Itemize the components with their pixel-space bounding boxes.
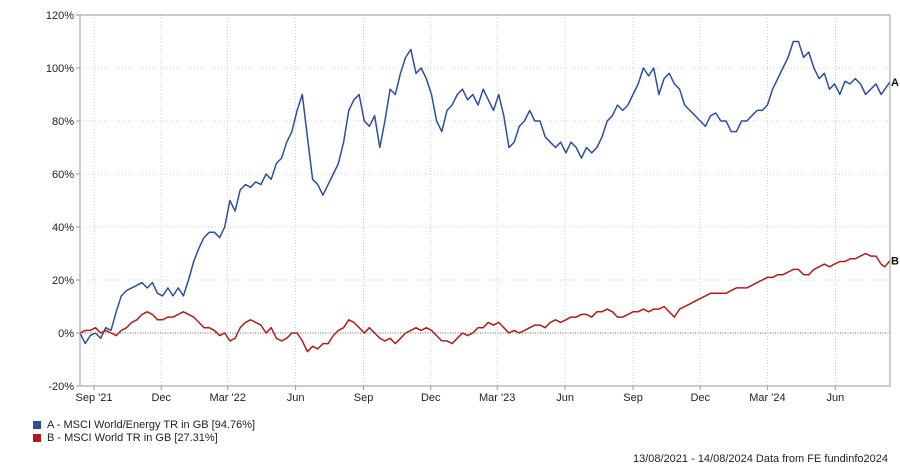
x-tick-label: Dec xyxy=(151,392,171,404)
x-tick-label: Jun xyxy=(826,392,844,404)
x-tick-label: Jun xyxy=(556,392,574,404)
y-tick-label: 60% xyxy=(52,169,74,181)
plot-frame xyxy=(79,14,891,387)
series-end-labels: AB xyxy=(891,77,899,268)
y-tick-label: 20% xyxy=(52,275,74,287)
y-tick-label: 100% xyxy=(46,63,74,75)
y-tick-label: -20% xyxy=(48,381,74,393)
y-tick-label: 0% xyxy=(58,328,74,340)
x-tick-label: Dec xyxy=(421,392,441,404)
legend-swatch-b xyxy=(33,433,41,442)
x-tick-label: Dec xyxy=(690,392,710,404)
data-source-footer: 13/08/2021 - 14/08/2024 Data from FE fun… xyxy=(632,453,888,465)
series-lines xyxy=(79,40,891,353)
series-line-b xyxy=(79,252,891,353)
x-tick-label: Sep xyxy=(623,392,643,404)
legend-item-b: B - MSCI World TR in GB [27.31%] xyxy=(33,431,255,444)
y-tick-label: 80% xyxy=(52,116,74,128)
x-tick-label: Sep '21 xyxy=(76,392,113,404)
x-axis: Sep '21 Dec Mar '22 Jun Sep Dec Mar '23 Jun Sep D… xyxy=(76,386,844,404)
series-end-label-a: A xyxy=(891,77,899,89)
legend-swatch-a xyxy=(33,420,41,429)
x-tick-label: Mar '23 xyxy=(479,392,515,404)
series-line-a xyxy=(79,40,891,345)
x-tick-label: Sep xyxy=(354,392,374,404)
y-axis: -20% 0% 20% 40% 60% 80% 100% 120% xyxy=(46,10,80,393)
legend-item-a: A - MSCI World/Energy TR in GB [94.76%] xyxy=(33,418,255,431)
legend-label-a: A - MSCI World/Energy TR in GB [94.76%] xyxy=(47,418,256,431)
x-tick-label: Mar '24 xyxy=(749,392,785,404)
x-tick-label: Mar '22 xyxy=(210,392,246,404)
x-tick-label: Jun xyxy=(287,392,305,404)
y-tick-label: 120% xyxy=(46,10,74,22)
legend: A - MSCI World/Energy TR in GB [94.76%] … xyxy=(33,418,255,444)
legend-label-b: B - MSCI World TR in GB [27.31%] xyxy=(47,431,218,444)
y-tick-label: 40% xyxy=(52,222,74,234)
series-end-label-b: B xyxy=(891,256,899,268)
